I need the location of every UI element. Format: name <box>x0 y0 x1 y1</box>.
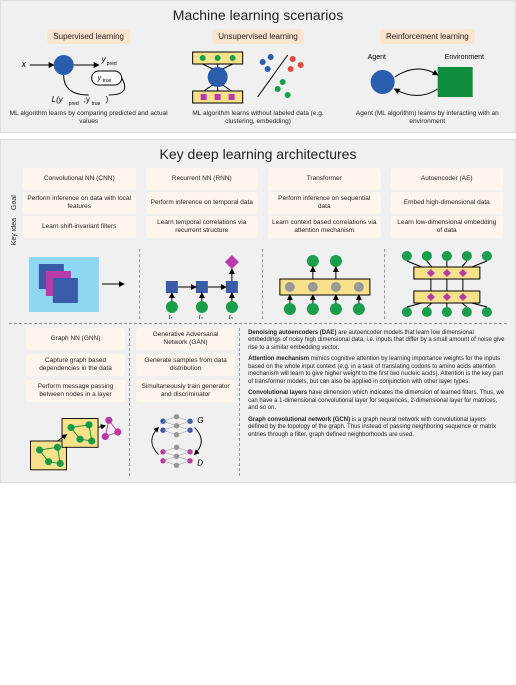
ae-goal: Embed high-dimensional data <box>391 192 504 214</box>
svg-text:pred: pred <box>107 61 117 67</box>
ae-name: Autoencoder (AE) <box>391 168 504 190</box>
rnn-diagram: t₁ t₂ t₃ <box>146 249 258 319</box>
arch-bottom: . Graph NN (GNN) Capture graph based dep… <box>9 328 507 476</box>
scenarios-row: Supervised learning x ypred ytrue L(ypre… <box>9 29 507 126</box>
tr-goal: Perform inference on sequential data <box>268 192 381 214</box>
rnn-idea: Learn temporal correlations via recurren… <box>146 216 259 238</box>
svg-text:t₃: t₃ <box>229 315 234 319</box>
svg-text:Environment: Environment <box>444 54 483 61</box>
rl-head: Reinforcement learning <box>380 29 475 44</box>
svg-text:Agent: Agent <box>367 54 385 61</box>
unsupervised-cap: ML algorithm learns without labeled data… <box>178 110 337 126</box>
gnn-goal: Capture graph based dependencies in the … <box>26 354 125 376</box>
ae-idea: Learn low-dimensional embedding of data <box>391 216 504 238</box>
svg-text:L(y: L(y <box>52 95 64 104</box>
gan-name: Generative Adversarial Network (GAN) <box>136 328 235 350</box>
rl-cap: Agent (ML algorithm) learns by interacti… <box>348 110 507 126</box>
supervised-col: Supervised learning x ypred ytrue L(ypre… <box>9 29 168 126</box>
cnn-goal: Perform inference on data with local fea… <box>23 192 136 214</box>
gnn-diagram <box>26 406 125 476</box>
unsupervised-col: Unsupervised learning ML algorithm learn… <box>178 29 337 126</box>
svg-text:pred: pred <box>69 101 79 107</box>
supervised-cap: ML algorithm learns by comparing predict… <box>9 110 168 126</box>
svg-text:G: G <box>197 416 203 425</box>
idea-label: Key idea <box>9 216 20 247</box>
ae-diagram <box>391 249 503 319</box>
architectures-panel: Key deep learning architectures Convolut… <box>0 139 516 483</box>
transformer-diagram <box>269 249 381 319</box>
tr-name: Transformer <box>268 168 381 190</box>
tr-idea: Learn context based correlations via att… <box>268 216 381 238</box>
gnn-name: Graph NN (GNN) <box>26 328 125 350</box>
arch-title: Key deep learning architectures <box>9 146 507 162</box>
svg-text:y: y <box>97 75 102 82</box>
gan-idea: Simultaneously train generator and discr… <box>136 380 235 402</box>
svg-text:true: true <box>92 101 101 107</box>
cnn-name: Convolutional NN (CNN) <box>23 168 136 190</box>
scenarios-title: Machine learning scenarios <box>9 7 507 23</box>
supervised-diagram: x ypred ytrue L(ypred,ytrue) <box>9 47 168 107</box>
gan-goal: Generate samples from data distribution <box>136 354 235 376</box>
svg-text:true: true <box>103 78 112 84</box>
scenarios-panel: Machine learning scenarios Supervised le… <box>0 0 516 133</box>
svg-text:t₂: t₂ <box>199 315 204 319</box>
svg-text:x: x <box>21 59 27 69</box>
unsupervised-diagram <box>178 47 337 107</box>
rnn-name: Recurrent NN (RNN) <box>146 168 259 190</box>
svg-text:,y: ,y <box>84 95 90 104</box>
gnn-idea: Perform message passing between nodes in… <box>26 380 125 402</box>
unsupervised-head: Unsupervised learning <box>212 29 304 44</box>
rl-diagram: Agent Environment <box>348 47 507 107</box>
definitions: Denoising autoencoders (DAE) are autoenc… <box>246 328 507 476</box>
rl-col: Reinforcement learning Agent Environment… <box>348 29 507 126</box>
cnn-idea: Learn shift-invariant filters <box>23 216 136 238</box>
cnn-diagram <box>23 249 135 319</box>
svg-text:): ) <box>106 95 109 104</box>
svg-text:t₁: t₁ <box>169 315 173 319</box>
svg-text:D: D <box>197 458 203 467</box>
rnn-goal: Perform inference on temporal data <box>146 192 259 214</box>
supervised-head: Supervised learning <box>47 29 130 44</box>
goal-label: Goal <box>9 192 20 214</box>
gan-diagram: G D <box>136 406 235 476</box>
